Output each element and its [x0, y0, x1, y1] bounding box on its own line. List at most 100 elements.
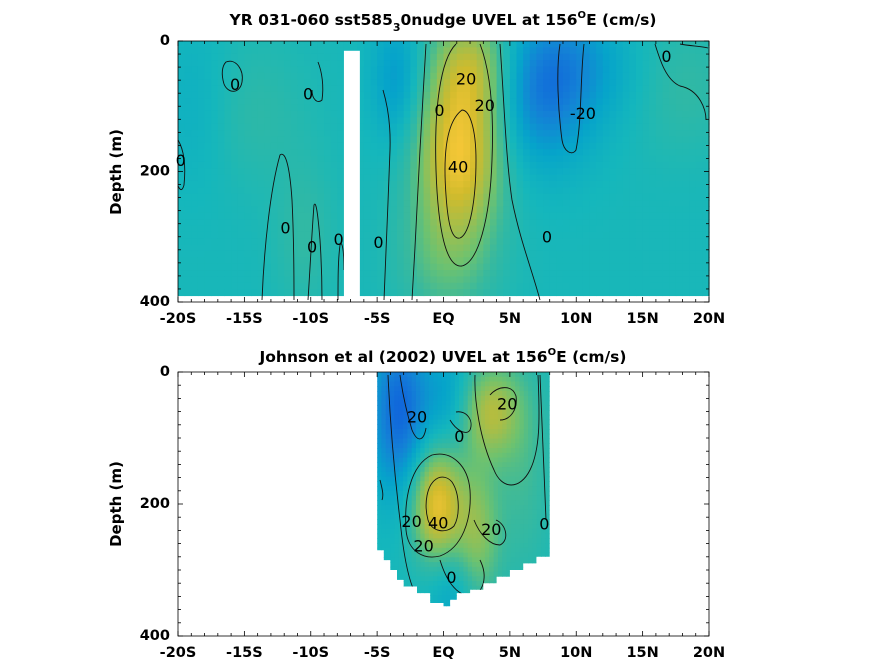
bottom-heatmap-cell — [441, 552, 447, 558]
top-heatmap-cell — [290, 53, 299, 61]
top-heatmap-cell — [237, 263, 245, 271]
top-heatmap-cell — [622, 168, 630, 176]
bottom-heatmap-cell — [424, 438, 430, 444]
top-heatmap-cell — [178, 41, 186, 48]
top-heatmap-cell — [277, 193, 285, 201]
bottom-heatmap-cell — [506, 505, 512, 511]
bottom-heatmap-cell — [506, 562, 512, 568]
top-heatmap-cell — [403, 289, 411, 297]
top-heatmap-cell — [556, 66, 564, 74]
bottom-heatmap-cell — [377, 443, 383, 449]
top-heatmap-cell — [410, 155, 418, 163]
bottom-heatmap-cell — [502, 519, 508, 525]
bottom-heatmap-cell — [497, 543, 503, 549]
top-heatmap-cell — [403, 206, 411, 214]
bottom-heatmap-cell — [450, 509, 456, 516]
bottom-heatmap-cell — [454, 443, 460, 449]
top-heatmap-cell — [602, 193, 611, 201]
top-heatmap-cell — [675, 85, 684, 93]
top-heatmap-cell — [377, 47, 385, 55]
bottom-heatmap-cell — [407, 552, 413, 558]
top-heatmap-cell — [463, 187, 471, 195]
top-heatmap-cell — [589, 244, 597, 252]
top-heatmap-cell — [582, 276, 591, 284]
top-heatmap-cell — [523, 149, 531, 157]
top-heatmap-cell — [509, 72, 518, 80]
top-heatmap-cell — [251, 168, 259, 176]
bottom-heatmap-cell — [411, 424, 417, 430]
top-heatmap-cell — [470, 276, 478, 284]
top-heatmap-cell — [682, 187, 690, 195]
top-heatmap-cell — [523, 60, 531, 68]
top-heatmap-cell — [397, 276, 405, 284]
bottom-heatmap-cell — [394, 604, 400, 607]
bottom-heatmap-cell — [398, 595, 404, 601]
top-heatmap-cell — [483, 85, 491, 93]
bottom-heatmap-cell — [463, 405, 469, 411]
bottom-heatmap-cell — [424, 500, 430, 506]
bottom-heatmap-cell — [398, 571, 404, 577]
top-heatmap-cell — [609, 168, 617, 176]
bottom-heatmap-cell — [459, 576, 465, 582]
top-heatmap-cell — [423, 174, 431, 182]
bottom-heatmap-cell — [381, 462, 387, 468]
top-heatmap-cell — [596, 187, 604, 195]
top-heatmap-cell — [682, 130, 690, 138]
top-heatmap-cell — [244, 85, 252, 93]
top-heatmap-cell — [290, 244, 299, 252]
bottom-heatmap-cell — [437, 438, 443, 444]
bottom-heatmap-cell — [420, 500, 426, 506]
top-heatmap-cell — [456, 110, 465, 118]
bottom-heatmap-cell — [424, 486, 430, 492]
top-heatmap-cell — [622, 136, 630, 144]
top-heatmap-cell — [629, 263, 637, 271]
bottom-heatmap-cell — [415, 538, 421, 544]
bottom-heatmap-cell — [420, 462, 426, 468]
top-heatmap-cell — [602, 79, 611, 87]
bottom-heatmap-cell — [398, 395, 404, 402]
top-heatmap-cell — [556, 136, 564, 144]
top-heatmap-cell — [244, 193, 252, 201]
top-heatmap-cell — [675, 187, 684, 195]
top-heatmap-cell — [337, 206, 345, 214]
top-heatmap-cell — [489, 155, 498, 163]
top-heatmap-cell — [363, 149, 372, 157]
bottom-heatmap-cell — [411, 381, 417, 387]
bottom-heatmap-cell — [381, 571, 387, 577]
bottom-heatmap-cell — [441, 386, 447, 392]
top-heatmap-cell — [569, 200, 577, 208]
top-heatmap-cell — [682, 225, 690, 233]
top-heatmap-cell — [443, 212, 451, 220]
top-heatmap-cell — [257, 161, 265, 169]
bottom-heatmap-cell — [424, 552, 430, 558]
bottom-heatmap-cell — [433, 600, 439, 606]
top-heatmap-cell — [470, 130, 478, 138]
bottom-heatmap-cell — [497, 509, 503, 516]
top-heatmap-cell — [470, 149, 478, 157]
top-heatmap-cell — [456, 174, 465, 182]
bottom-heatmap-cell — [480, 481, 486, 487]
top-heatmap-cell — [377, 187, 385, 195]
bottom-heatmap-cell — [420, 448, 426, 454]
top-heatmap-cell — [509, 85, 518, 93]
top-heatmap-cell — [257, 250, 265, 258]
top-heatmap-cell — [635, 168, 644, 176]
top-heatmap-cell — [549, 289, 557, 297]
bottom-heatmap-cell — [476, 476, 482, 482]
top-heatmap-cell — [363, 257, 372, 265]
bottom-heatmap-cell — [407, 543, 413, 549]
top-heatmap-cell — [251, 187, 259, 195]
top-heatmap-cell — [410, 110, 418, 118]
top-heatmap-cell — [576, 142, 584, 150]
bottom-heatmap-cell — [415, 400, 421, 406]
top-heatmap-cell — [529, 282, 538, 290]
top-contour-label: 0 — [542, 228, 552, 247]
bottom-heatmap-cell — [489, 372, 495, 378]
top-heatmap-cell — [184, 193, 192, 201]
bottom-heatmap-cell — [467, 514, 473, 520]
top-heatmap-cell — [197, 238, 206, 246]
top-heatmap-cell — [556, 79, 564, 87]
bottom-heatmap-cell — [394, 566, 400, 573]
top-heatmap-cell — [450, 142, 458, 150]
bottom-heatmap-cell — [433, 376, 439, 383]
